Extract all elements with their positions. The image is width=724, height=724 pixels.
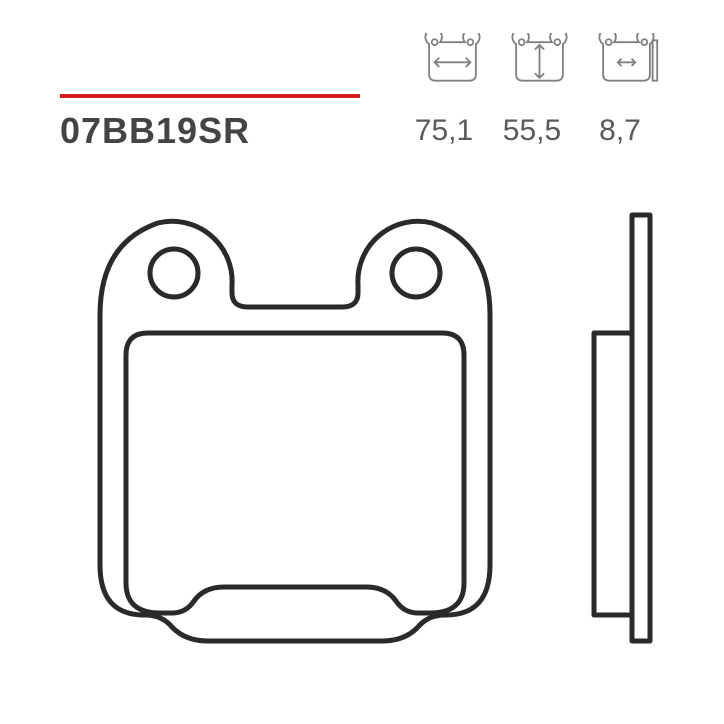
- spec-row: 07BB19SR 75,1 55,5 8,7: [60, 110, 664, 152]
- thickness-dimension-icon: [589, 33, 664, 88]
- dimension-width: 75,1: [400, 114, 488, 148]
- height-dimension-icon: [502, 33, 577, 88]
- dimension-thickness: 8,7: [576, 114, 664, 148]
- part-number: 07BB19SR: [60, 110, 250, 152]
- dimension-icon-row: [60, 18, 664, 88]
- width-dimension-icon: [415, 33, 490, 88]
- dimension-height: 55,5: [488, 114, 576, 148]
- accent-divider: [60, 94, 360, 98]
- side-view: [594, 215, 650, 641]
- front-view: [100, 221, 490, 641]
- dimensions-group: 75,1 55,5 8,7: [400, 114, 664, 148]
- brake-pad-diagram: [60, 195, 675, 665]
